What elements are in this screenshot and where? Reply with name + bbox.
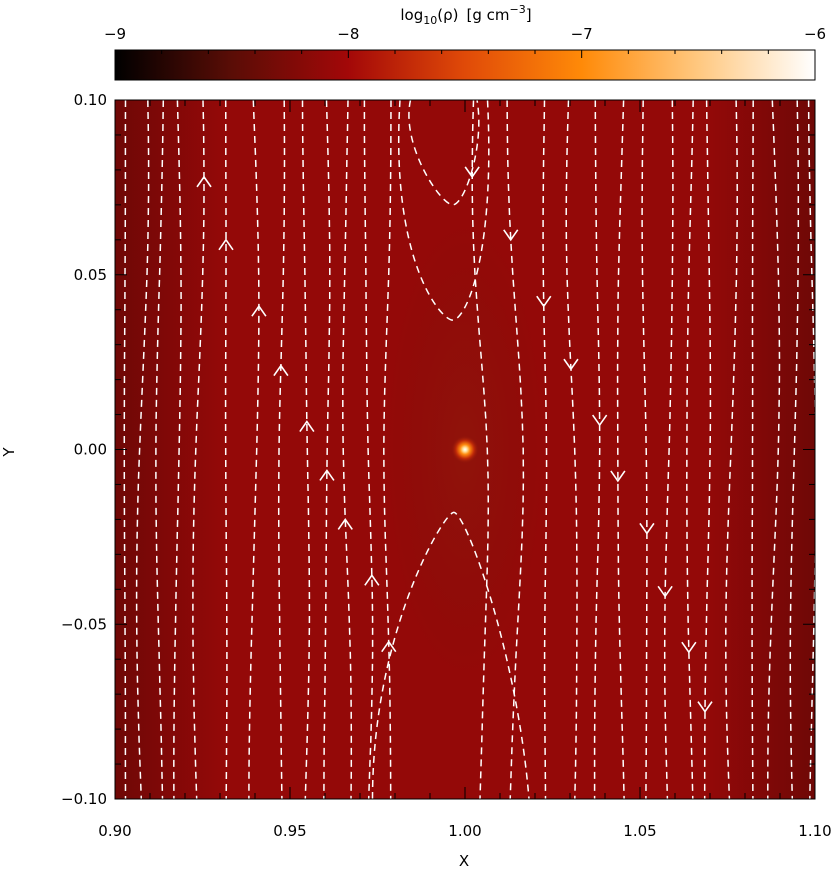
x-axis: 0.90 0.95 1.00 1.05 1.10: [98, 100, 832, 840]
streamline: [408, 100, 480, 206]
streamline: [277, 100, 286, 799]
colorbar-ramp: [114, 49, 816, 81]
x-axis-title: X: [459, 852, 469, 870]
streamline-arrow: [196, 175, 212, 188]
colorbar-label: log10(ρ) [g cm−3]: [400, 3, 531, 27]
streamline: [767, 100, 781, 799]
density-map: [115, 100, 815, 799]
streamline: [371, 511, 530, 799]
streamline: [192, 100, 205, 799]
colorbar: −9 −8 −7 −6 log10(ρ) [g cm−3]: [104, 3, 826, 81]
y-tick-label: 0.10: [74, 91, 107, 109]
colorbar-label-rho: (ρ): [437, 6, 458, 24]
streamline-arrow: [251, 304, 267, 317]
streamline-arrow: [299, 420, 315, 432]
streamline: [155, 100, 165, 799]
colorbar-tick-label: −7: [571, 25, 593, 43]
streamline: [135, 100, 150, 799]
streamline: [173, 100, 182, 799]
colorbar-tick-label: −8: [337, 25, 359, 43]
streamline-arrow: [536, 295, 552, 308]
colorbar-label-close: ]: [526, 6, 532, 24]
y-tick-label: −0.10: [61, 790, 107, 808]
streamline-arrow: [381, 640, 397, 653]
x-tick-label: 1.10: [798, 822, 831, 840]
streamline: [224, 100, 228, 799]
streamline: [725, 100, 738, 799]
streamline: [363, 100, 374, 799]
streamline: [565, 100, 578, 799]
streamline: [686, 100, 694, 799]
streamline-arrow: [657, 585, 673, 598]
streamline: [383, 100, 392, 799]
streamline-arrow: [563, 358, 579, 371]
density-peak: [451, 435, 479, 464]
streamline: [506, 100, 525, 799]
y-axis-title: Y: [0, 447, 18, 458]
streamline: [616, 100, 625, 799]
colorbar-tick-label: −6: [804, 25, 826, 43]
streamline-arrow: [697, 701, 713, 714]
streamline-arrow: [364, 573, 380, 586]
streamline: [323, 100, 331, 799]
streamline: [789, 100, 800, 799]
density-shade-left: [115, 100, 225, 799]
streamline-arrow: [218, 238, 234, 251]
streamline: [703, 100, 712, 799]
x-tick-label: 1.00: [448, 822, 481, 840]
colorbar-label-sub: 10: [423, 14, 437, 27]
streamline: [542, 100, 548, 799]
colorbar-label-exp: −3: [510, 3, 526, 16]
y-tick-label: −0.05: [61, 615, 107, 633]
y-axis: −0.10 −0.05 0.00 0.05 0.10: [61, 91, 815, 808]
streamline-arrow: [591, 414, 608, 427]
streamline: [471, 100, 490, 799]
density-shade-right: [705, 100, 815, 799]
streamline-arrow: [319, 469, 335, 481]
x-tick-label: 0.90: [98, 822, 131, 840]
streamline-arrow: [610, 470, 626, 483]
streamline: [398, 100, 490, 321]
colorbar-label-log: log: [400, 6, 423, 24]
streamline-arrow: [464, 166, 480, 179]
streamline-arrow: [503, 229, 519, 242]
streamlines: [123, 100, 815, 799]
streamline-arrow: [273, 364, 289, 377]
x-tick-label: 0.95: [273, 822, 306, 840]
streamline: [342, 100, 353, 799]
streamline: [593, 100, 601, 799]
streamline-arrow: [681, 641, 697, 654]
y-tick-label: 0.05: [74, 266, 107, 284]
x-tick-label: 1.05: [623, 822, 656, 840]
colorbar-label-units: [g cm: [467, 6, 510, 24]
streamline: [301, 100, 311, 799]
streamline: [663, 100, 674, 799]
colorbar-tick-label: −9: [104, 25, 126, 43]
streamline: [751, 100, 754, 799]
streamline-arrow: [337, 518, 353, 530]
streamline: [807, 100, 815, 799]
streamline: [641, 100, 648, 799]
streamline-arrow: [639, 522, 655, 535]
y-tick-label: 0.00: [74, 441, 107, 459]
colorbar-ticks: −9 −8 −7 −6: [104, 25, 826, 58]
streamline: [248, 100, 260, 799]
